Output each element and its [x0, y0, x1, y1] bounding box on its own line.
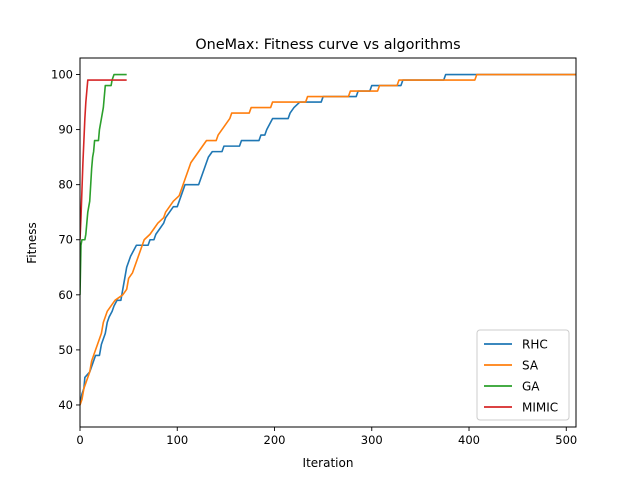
plot-frame: [79, 57, 577, 428]
series-line-sa: [80, 73, 576, 406]
y-axis-ticks: 40 50 60 70 80 90 100: [51, 68, 80, 412]
series-line-ga: [80, 73, 127, 295]
y-axis-label: Fitness: [25, 222, 39, 264]
legend-label-rhc: RHC: [522, 338, 548, 352]
x-tick-label: 100: [166, 433, 188, 447]
y-tick-label: 100: [51, 68, 73, 82]
y-tick-label: 50: [58, 343, 73, 357]
legend-label-ga: GA: [522, 380, 540, 394]
y-tick-label: 40: [58, 398, 73, 412]
x-tick-label: 300: [361, 433, 383, 447]
chart-title: OneMax: Fitness curve vs algorithms: [195, 37, 460, 53]
legend: RHC SA GA MIMIC: [476, 329, 570, 421]
x-tick-label: 0: [76, 433, 83, 447]
y-tick-label: 80: [58, 178, 73, 192]
series-line-mimic: [80, 79, 127, 240]
x-tick-label: 400: [458, 433, 480, 447]
x-tick-label: 500: [555, 433, 577, 447]
y-tick-label: 60: [58, 288, 73, 302]
series-lines: [80, 73, 576, 406]
y-tick-label: 70: [58, 233, 73, 247]
x-axis-ticks: 0 100 200 300 400 500: [76, 427, 577, 447]
legend-label-sa: SA: [522, 359, 539, 373]
legend-label-mimic: MIMIC: [522, 401, 558, 415]
y-tick-label: 90: [58, 123, 73, 137]
x-axis-label: Iteration: [303, 456, 354, 470]
legend-box: [476, 329, 570, 421]
x-tick-label: 200: [264, 433, 286, 447]
